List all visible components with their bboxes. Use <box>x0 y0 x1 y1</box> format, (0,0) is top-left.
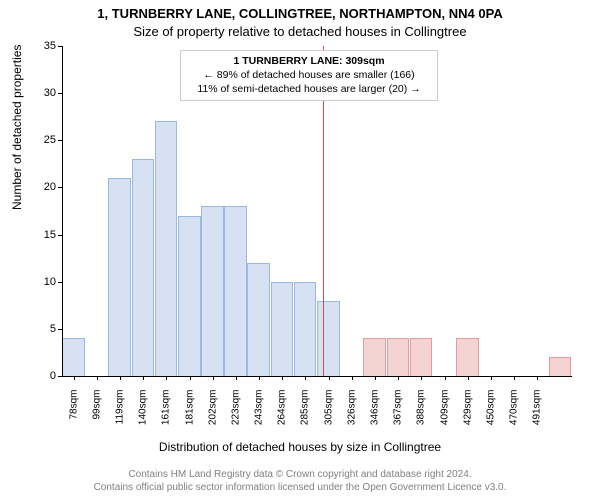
y-tick-label: 15 <box>44 229 56 241</box>
chart-footer: Contains HM Land Registry data © Crown c… <box>0 468 600 494</box>
x-tick-mark <box>190 376 191 380</box>
x-tick-mark <box>74 376 75 380</box>
x-tick-mark <box>491 376 492 380</box>
histogram-bar <box>271 282 294 376</box>
x-tick-label: 429sqm <box>462 390 473 430</box>
histogram-bar <box>317 301 340 376</box>
x-tick-label: 450sqm <box>485 390 496 430</box>
y-tick-label: 35 <box>44 40 56 52</box>
histogram-bar <box>178 216 201 376</box>
x-tick-mark <box>514 376 515 380</box>
chart-title-address: 1, TURNBERRY LANE, COLLINGTREE, NORTHAMP… <box>0 6 600 21</box>
histogram-bar <box>294 282 317 376</box>
x-tick-label: 409sqm <box>439 390 450 430</box>
histogram-bar-larger <box>456 338 479 376</box>
x-tick-label: 264sqm <box>277 390 288 430</box>
histogram-bar-larger <box>363 338 386 376</box>
histogram-bar-larger <box>387 338 410 376</box>
x-tick-mark <box>421 376 422 380</box>
x-axis-label: Distribution of detached houses by size … <box>0 440 600 454</box>
x-tick-mark <box>143 376 144 380</box>
histogram-bar <box>155 121 178 376</box>
x-tick-label: 119sqm <box>114 390 125 430</box>
histogram-bar <box>224 206 247 376</box>
x-tick-mark <box>166 376 167 380</box>
x-tick-label: 78sqm <box>68 390 79 430</box>
y-tick-mark <box>58 46 62 47</box>
x-tick-label: 491sqm <box>532 390 543 430</box>
x-tick-label: 99sqm <box>91 390 102 430</box>
histogram-bar-larger <box>549 357 572 376</box>
x-axis-line <box>62 376 572 377</box>
y-tick-label: 30 <box>44 87 56 99</box>
y-tick-label: 5 <box>50 323 56 335</box>
y-axis-line <box>62 46 63 376</box>
y-tick-mark <box>58 93 62 94</box>
x-tick-label: 140sqm <box>138 390 149 430</box>
x-tick-mark <box>352 376 353 380</box>
x-tick-mark <box>398 376 399 380</box>
histogram-bar <box>132 159 155 376</box>
x-tick-label: 367sqm <box>393 390 404 430</box>
y-tick-mark <box>58 235 62 236</box>
x-tick-label: 305sqm <box>323 390 334 430</box>
y-tick-label: 25 <box>44 134 56 146</box>
footer-line-2: Contains official public sector informat… <box>0 481 600 494</box>
histogram-bar <box>62 338 85 376</box>
y-tick-mark <box>58 376 62 377</box>
histogram-bar <box>201 206 224 376</box>
footer-line-1: Contains HM Land Registry data © Crown c… <box>0 468 600 481</box>
annotation-smaller: ← 89% of detached houses are smaller (16… <box>187 68 431 82</box>
histogram-bar <box>247 263 270 376</box>
x-tick-mark <box>282 376 283 380</box>
y-tick-label: 0 <box>50 370 56 382</box>
x-tick-mark <box>468 376 469 380</box>
x-tick-label: 346sqm <box>369 390 380 430</box>
y-tick-label: 20 <box>44 181 56 193</box>
y-tick-mark <box>58 282 62 283</box>
x-tick-mark <box>305 376 306 380</box>
y-tick-mark <box>58 140 62 141</box>
y-axis-label: Number of detached properties <box>10 45 24 210</box>
histogram-bar-larger <box>410 338 433 376</box>
x-tick-label: 243sqm <box>254 390 265 430</box>
x-tick-label: 388sqm <box>416 390 427 430</box>
chart-subtitle: Size of property relative to detached ho… <box>0 24 600 39</box>
annotation-larger: 11% of semi-detached houses are larger (… <box>187 82 431 96</box>
x-tick-mark <box>97 376 98 380</box>
annotation-box: 1 TURNBERRY LANE: 309sqm← 89% of detache… <box>180 50 438 101</box>
x-tick-mark <box>120 376 121 380</box>
x-tick-label: 161sqm <box>161 390 172 430</box>
histogram-bar <box>108 178 131 376</box>
x-tick-mark <box>213 376 214 380</box>
y-tick-mark <box>58 329 62 330</box>
x-tick-label: 202sqm <box>207 390 218 430</box>
x-tick-mark <box>259 376 260 380</box>
x-tick-label: 181sqm <box>184 390 195 430</box>
x-tick-mark <box>329 376 330 380</box>
x-tick-mark <box>375 376 376 380</box>
x-tick-label: 470sqm <box>509 390 520 430</box>
y-tick-label: 10 <box>44 276 56 288</box>
x-tick-mark <box>537 376 538 380</box>
x-tick-label: 223sqm <box>230 390 241 430</box>
x-tick-label: 326sqm <box>346 390 357 430</box>
annotation-title: 1 TURNBERRY LANE: 309sqm <box>187 54 431 68</box>
x-tick-mark <box>236 376 237 380</box>
x-tick-label: 285sqm <box>300 390 311 430</box>
x-tick-mark <box>445 376 446 380</box>
y-tick-mark <box>58 187 62 188</box>
